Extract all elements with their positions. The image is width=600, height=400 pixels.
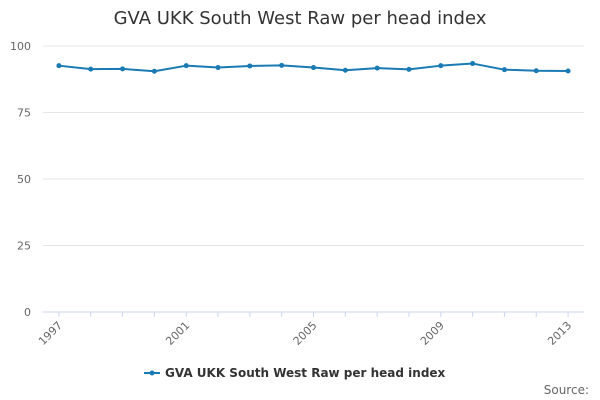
x-tick-label-2001: 2001 (163, 319, 192, 348)
y-axis-ticks: 0 25 50 75 100 (10, 40, 31, 319)
data-point-2006 (342, 67, 348, 73)
data-point-1999 (120, 66, 126, 72)
grid-lines (43, 45, 584, 313)
data-point-2011 (501, 67, 507, 73)
data-point-1998 (88, 66, 94, 72)
legend-label: GVA UKK South West Raw per head index (165, 366, 446, 380)
data-point-2012 (533, 68, 539, 74)
x-tick-label-2009: 2009 (418, 319, 447, 348)
data-point-2007 (374, 65, 380, 71)
data-point-2001 (183, 63, 189, 69)
legend-marker-swatch (149, 370, 155, 376)
data-point-2010 (470, 61, 476, 67)
y-tick-label-25: 25 (17, 240, 31, 253)
x-tick-label-1997: 1997 (36, 319, 65, 348)
data-point-2009 (438, 63, 444, 69)
data-point-2002 (215, 65, 221, 71)
y-tick-label-50: 50 (17, 173, 31, 186)
source-credit: Source: (544, 383, 589, 397)
legend[interactable]: GVA UKK South West Raw per head index (144, 366, 446, 380)
chart-title: GVA UKK South West Raw per head index (114, 8, 487, 29)
y-tick-label-100: 100 (10, 40, 31, 53)
series-layer (56, 61, 571, 74)
x-tick-label-2013: 2013 (545, 319, 574, 348)
x-tick-label-2005: 2005 (291, 319, 320, 348)
data-point-2003 (247, 63, 253, 69)
x-axis-ticks: 1997 2001 2005 2009 2013 (36, 312, 574, 348)
data-point-2004 (279, 62, 285, 68)
data-point-2005 (311, 65, 316, 71)
data-point-2000 (151, 68, 157, 74)
y-tick-label-0: 0 (24, 306, 31, 319)
data-point-1997 (56, 63, 62, 69)
data-point-2008 (406, 66, 412, 72)
data-point-2013 (565, 68, 571, 74)
y-tick-label-75: 75 (17, 107, 31, 120)
